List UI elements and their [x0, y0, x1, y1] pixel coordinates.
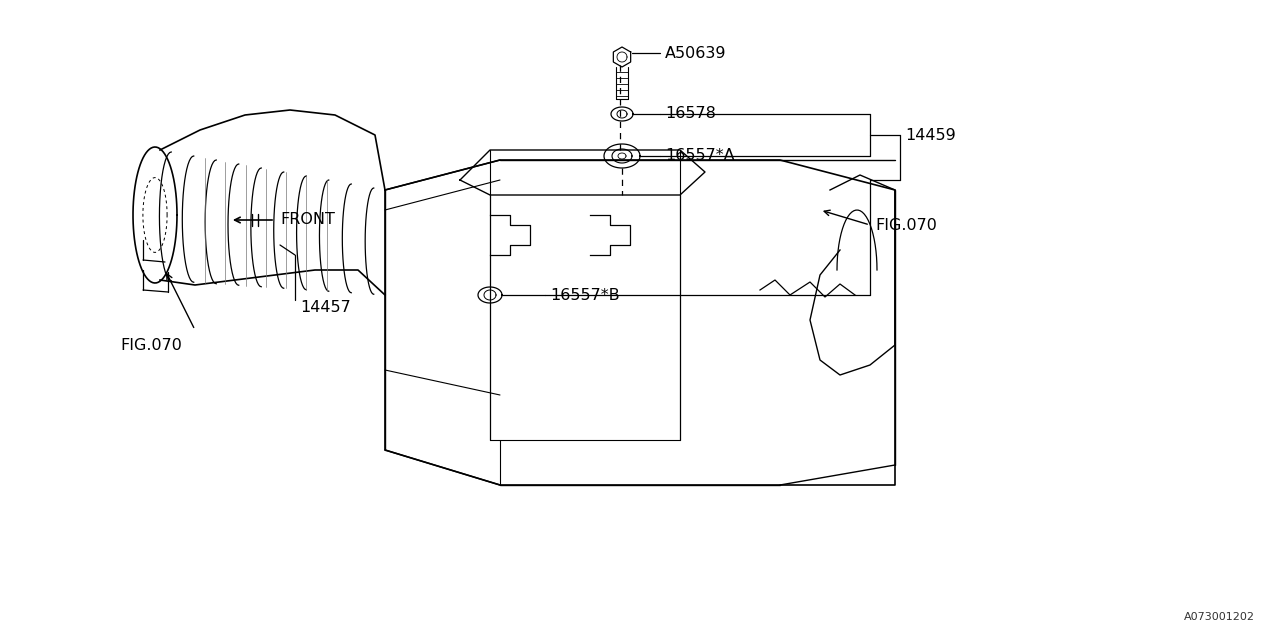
Text: FIG.070: FIG.070: [876, 218, 937, 232]
Text: A50639: A50639: [666, 45, 727, 61]
Text: 16557*A: 16557*A: [666, 148, 735, 163]
Text: 16557*B: 16557*B: [550, 287, 620, 303]
Text: 16578: 16578: [666, 106, 716, 122]
Text: 14457: 14457: [300, 301, 351, 316]
Text: A073001202: A073001202: [1184, 612, 1254, 622]
Text: 14459: 14459: [905, 127, 956, 143]
Text: FRONT: FRONT: [280, 212, 335, 227]
Text: FIG.070: FIG.070: [120, 337, 182, 353]
